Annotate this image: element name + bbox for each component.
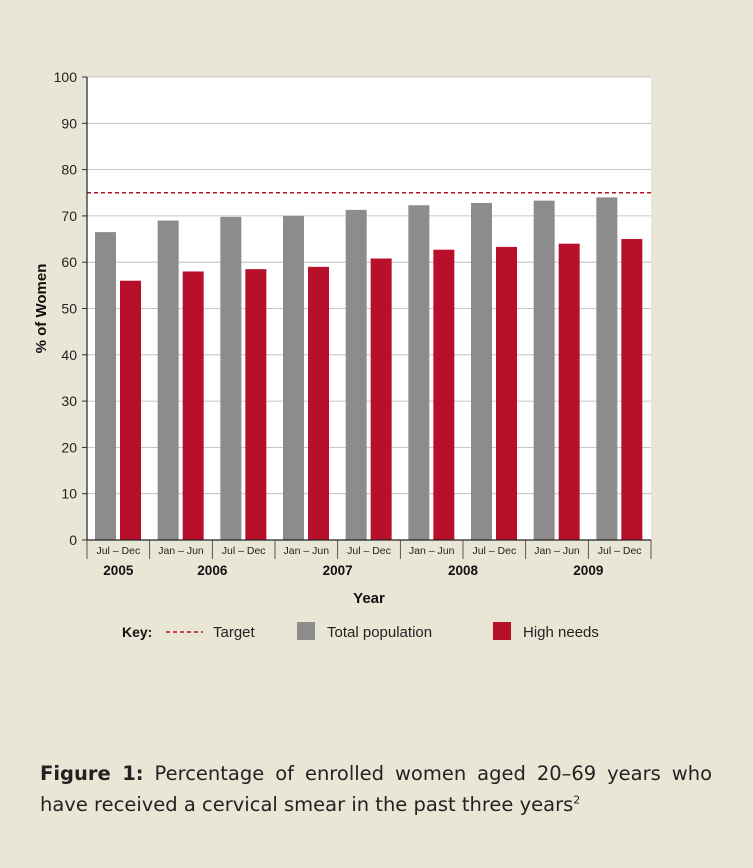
bar-high-needs xyxy=(308,266,329,540)
bar-total-population xyxy=(220,216,242,541)
bar-high-needs xyxy=(182,271,204,540)
x-tick-label: Jan – Jun xyxy=(284,545,330,557)
year-label: 2007 xyxy=(323,563,353,578)
year-label: 2006 xyxy=(197,563,228,578)
bar-high-needs xyxy=(558,243,580,540)
bar-total-population xyxy=(533,200,555,540)
y-tick-label: 20 xyxy=(61,439,77,455)
y-tick-label: 40 xyxy=(61,347,77,363)
bar-total-population xyxy=(345,209,367,541)
y-tick-label: 50 xyxy=(61,301,77,317)
legend-key-label: Key: xyxy=(122,624,152,640)
y-tick-label: 60 xyxy=(61,254,77,270)
x-tick-label: Jul – Dec xyxy=(96,545,140,557)
figure-caption-reference: 2 xyxy=(573,793,581,806)
bar-total-population xyxy=(283,215,304,540)
bar-high-needs xyxy=(370,258,392,540)
legend-target-label: Target xyxy=(213,624,256,641)
bar-total-population xyxy=(95,232,116,541)
y-tick-label: 100 xyxy=(54,69,78,85)
y-tick-label: 0 xyxy=(69,532,77,548)
y-tick-label: 10 xyxy=(61,486,77,502)
legend-total-population-swatch xyxy=(297,622,315,640)
y-tick-label: 70 xyxy=(61,208,77,224)
bar-chart: 0 10 20 30 40 50 60 70 80 90 100 Jul – Dec Jan – Jun… xyxy=(33,69,652,641)
figure-caption-text: Percentage of enrolled women aged 20–69 … xyxy=(40,761,712,816)
year-label: 2009 xyxy=(573,563,603,578)
x-tick-label: Jul – Dec xyxy=(598,545,642,557)
x-tick-label: Jul – Dec xyxy=(222,545,266,557)
x-tick-label: Jan – Jun xyxy=(158,545,204,557)
bar-total-population xyxy=(596,197,618,540)
x-tick-label: Jul – Dec xyxy=(472,545,516,557)
y-tick-label: 80 xyxy=(61,162,77,178)
figure-caption: Figure 1: Percentage of enrolled women a… xyxy=(40,758,712,820)
year-label: 2008 xyxy=(448,563,479,578)
bar-high-needs xyxy=(621,239,643,541)
legend-high-needs-swatch xyxy=(493,622,511,640)
x-axis-title: Year xyxy=(353,590,385,607)
year-label: 2005 xyxy=(103,563,134,578)
y-tick-label: 90 xyxy=(61,115,77,131)
legend-high-needs-label: High needs xyxy=(523,624,599,641)
bar-high-needs xyxy=(245,269,267,540)
bar-total-population xyxy=(157,220,179,540)
bar-high-needs xyxy=(433,249,455,540)
bar-total-population xyxy=(408,205,430,540)
bar-total-population xyxy=(471,202,492,540)
x-tick-label: Jan – Jun xyxy=(534,545,580,557)
figure-caption-label: Figure 1: xyxy=(40,761,144,785)
legend-total-population-label: Total population xyxy=(327,624,432,641)
bar-high-needs xyxy=(496,246,517,540)
x-tick-label: Jul – Dec xyxy=(347,545,391,557)
y-axis-title: % of Women xyxy=(33,264,50,354)
x-tick-label: Jan – Jun xyxy=(409,545,455,557)
y-tick-label: 30 xyxy=(61,393,77,409)
bar-high-needs xyxy=(120,280,141,540)
